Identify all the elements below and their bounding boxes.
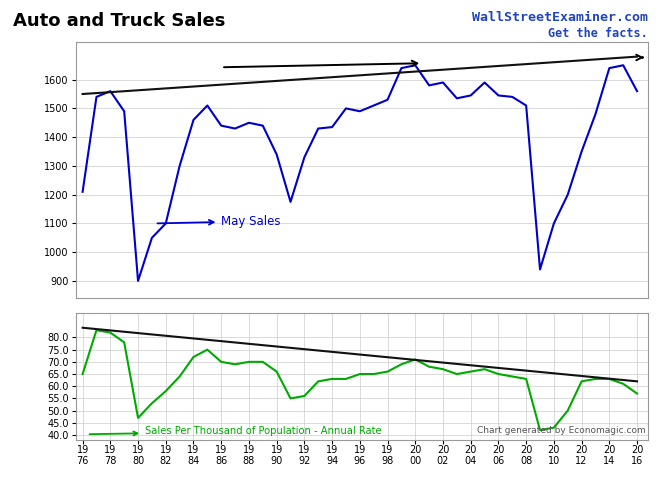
Text: Auto and Truck Sales: Auto and Truck Sales (13, 12, 226, 30)
Text: Chart generated by Economagic.com: Chart generated by Economagic.com (476, 426, 645, 435)
Text: May Sales: May Sales (157, 215, 281, 228)
Text: Sales Per Thousand of Population - Annual Rate: Sales Per Thousand of Population - Annua… (89, 426, 382, 436)
Text: WallStreetExaminer.com: WallStreetExaminer.com (472, 11, 648, 24)
Text: Get the facts.: Get the facts. (548, 27, 648, 40)
